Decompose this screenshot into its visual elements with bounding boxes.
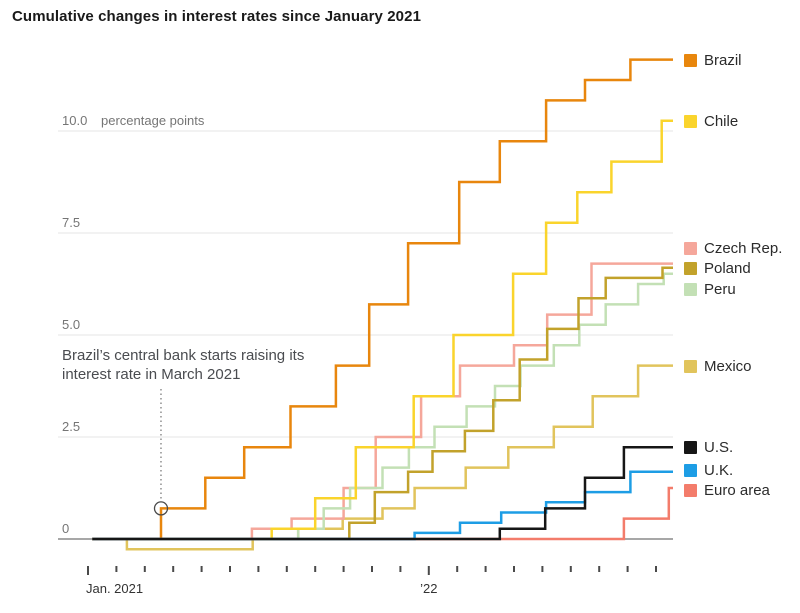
- series-line-euro-area: [92, 486, 673, 541]
- y-axis-label-5-0: 5.0: [62, 317, 80, 332]
- y-axis-label-10-0: 10.0: [62, 113, 87, 128]
- annotation-line-1: Brazil’s central bank starts raising its: [62, 347, 305, 364]
- x-axis-label-22: ’22: [420, 581, 437, 596]
- annotation-circle: [153, 501, 169, 516]
- series-line-czech-rep: [92, 262, 673, 541]
- series-line-poland: [92, 266, 673, 541]
- series-lines: [92, 58, 673, 551]
- y-axis-label-0: 0: [62, 521, 69, 536]
- series-line-u-k: [92, 470, 673, 541]
- y-axis-unit-label: percentage points: [101, 113, 205, 128]
- series-line-peru: [92, 272, 673, 541]
- y-axis-labels: 0 2.5 5.0 7.5 10.0 percentage points: [62, 113, 205, 536]
- annotation-line-2: interest rate in March 2021: [62, 366, 241, 383]
- x-ticks: [87, 566, 657, 575]
- series-line-chile: [92, 119, 673, 541]
- y-axis-label-7-5: 7.5: [62, 215, 80, 230]
- series-line-mexico: [92, 364, 673, 551]
- y-axis-label-2-5: 2.5: [62, 419, 80, 434]
- chart-title: Cumulative changes in interest rates sin…: [12, 8, 422, 25]
- series-line-u-s: [92, 445, 673, 541]
- series-line-brazil: [92, 58, 673, 541]
- annotation-text: Brazil’s central bank starts raising its…: [62, 346, 362, 384]
- x-axis-label-jan-2021: Jan. 2021: [86, 581, 143, 596]
